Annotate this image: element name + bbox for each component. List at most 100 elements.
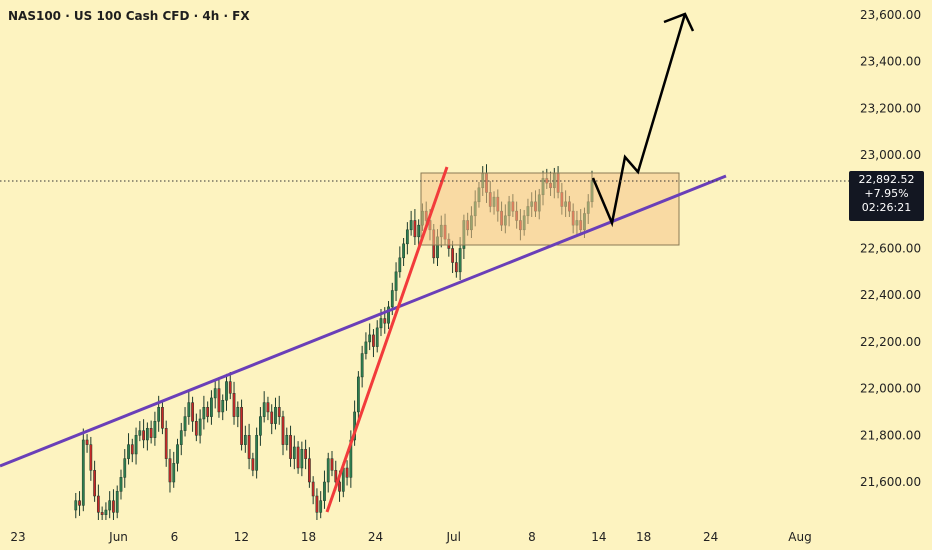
candle-body bbox=[115, 491, 119, 513]
candle-body bbox=[202, 407, 206, 420]
candle-body bbox=[81, 439, 85, 506]
time-axis[interactable]: 23 Jun 6 12 18 24 Jul 8 14 18 24 Aug bbox=[10, 530, 811, 544]
y-tick-label: 23,600.00 bbox=[860, 8, 921, 22]
candle-body bbox=[417, 224, 421, 238]
candle-body bbox=[191, 402, 194, 422]
projected-path-arrow[interactable] bbox=[591, 13, 687, 228]
candle-body bbox=[364, 341, 368, 354]
drawing-overlays bbox=[0, 12, 849, 513]
candle-body bbox=[243, 435, 247, 445]
candle-body bbox=[255, 435, 259, 471]
candle-body bbox=[123, 458, 127, 478]
candle-body bbox=[183, 416, 187, 431]
candle-body bbox=[138, 430, 142, 436]
candle-body bbox=[153, 421, 157, 438]
candle-body bbox=[368, 334, 372, 343]
candle-body bbox=[96, 495, 100, 513]
candle-body bbox=[356, 376, 360, 413]
candle-body bbox=[296, 446, 300, 469]
candle-body bbox=[383, 318, 387, 324]
candle-body bbox=[149, 428, 153, 438]
candle-body bbox=[259, 416, 262, 436]
candle-body bbox=[161, 407, 164, 429]
x-tick-label: 24 bbox=[368, 530, 383, 544]
price-badge-change: +7.95% bbox=[864, 187, 909, 200]
candle-body bbox=[394, 271, 398, 291]
x-tick-label: 23 bbox=[10, 530, 25, 544]
candle-body bbox=[304, 449, 308, 459]
candle-body bbox=[130, 444, 134, 455]
candle-body bbox=[168, 458, 172, 483]
candle-body bbox=[176, 444, 179, 464]
candle-body bbox=[89, 444, 93, 471]
candle-body bbox=[338, 481, 341, 492]
candle-body bbox=[379, 318, 383, 329]
candle-body bbox=[119, 477, 123, 492]
candle-body bbox=[308, 458, 311, 483]
candle-body bbox=[172, 463, 176, 483]
candle-body bbox=[217, 388, 221, 413]
candle-body bbox=[142, 430, 145, 441]
candle-body bbox=[134, 435, 138, 455]
x-tick-label: 24 bbox=[703, 530, 718, 544]
candle-body bbox=[398, 257, 402, 273]
candle-body bbox=[112, 500, 115, 513]
candle-body bbox=[285, 435, 289, 445]
candle-body bbox=[323, 481, 326, 501]
candle-body bbox=[360, 353, 364, 378]
candle-body bbox=[210, 397, 213, 417]
purple-trendline[interactable] bbox=[0, 174, 727, 468]
x-tick-label: Aug bbox=[788, 530, 811, 544]
candle-body bbox=[100, 512, 104, 515]
candle-body bbox=[213, 388, 217, 399]
candle-body bbox=[405, 229, 409, 245]
candle-body bbox=[315, 495, 319, 513]
candle-body bbox=[274, 407, 277, 424]
candle-body bbox=[319, 500, 323, 513]
candle-body bbox=[127, 444, 130, 459]
candle-body bbox=[93, 470, 96, 497]
y-tick-label: 22,000.00 bbox=[860, 382, 921, 396]
x-tick-label: 6 bbox=[171, 530, 179, 544]
candle-body bbox=[228, 381, 232, 394]
y-tick-label: 22,600.00 bbox=[860, 242, 921, 256]
candle-body bbox=[74, 500, 78, 511]
current-price-badge: 22,892.52 +7.95% 02:26:21 bbox=[849, 171, 924, 221]
candle-body bbox=[179, 430, 183, 445]
x-tick-label: 14 bbox=[591, 530, 606, 544]
x-tick-label: Jul bbox=[445, 530, 460, 544]
candle-body bbox=[326, 458, 330, 483]
chart-title: NAS100 · US 100 Cash CFD · 4h · FX bbox=[8, 9, 250, 23]
candle-body bbox=[345, 467, 349, 478]
candle-body bbox=[289, 435, 292, 459]
y-tick-label: 21,800.00 bbox=[860, 428, 921, 442]
candle-body bbox=[330, 458, 334, 471]
candle-body bbox=[206, 407, 210, 417]
x-tick-label: 18 bbox=[636, 530, 651, 544]
candle-body bbox=[311, 481, 315, 497]
candle-body bbox=[164, 428, 168, 459]
candle-body bbox=[390, 290, 394, 308]
candle-body bbox=[85, 439, 89, 445]
candle-body bbox=[277, 407, 281, 417]
price-axis[interactable]: 21,600.00 21,800.00 22,000.00 22,200.00 22,4… bbox=[860, 8, 921, 489]
x-tick-label: 8 bbox=[528, 530, 536, 544]
y-tick-label: 23,400.00 bbox=[860, 55, 921, 69]
candle-body bbox=[157, 407, 161, 422]
candle-body bbox=[387, 306, 390, 324]
y-tick-label: 23,000.00 bbox=[860, 148, 921, 162]
candle-body bbox=[266, 402, 270, 413]
red-trendline[interactable] bbox=[325, 166, 449, 513]
candle-body bbox=[300, 449, 304, 469]
y-tick-label: 23,200.00 bbox=[860, 101, 921, 115]
candle-body bbox=[225, 381, 228, 401]
price-badge-timer: 02:26:21 bbox=[861, 201, 912, 214]
consolidation-range-box[interactable] bbox=[420, 172, 680, 246]
candle-body bbox=[145, 428, 149, 441]
candle-body bbox=[194, 421, 198, 436]
x-tick-label: 12 bbox=[234, 530, 249, 544]
candle-body bbox=[104, 509, 108, 515]
candle-body bbox=[221, 400, 225, 413]
candle-body bbox=[409, 220, 413, 231]
